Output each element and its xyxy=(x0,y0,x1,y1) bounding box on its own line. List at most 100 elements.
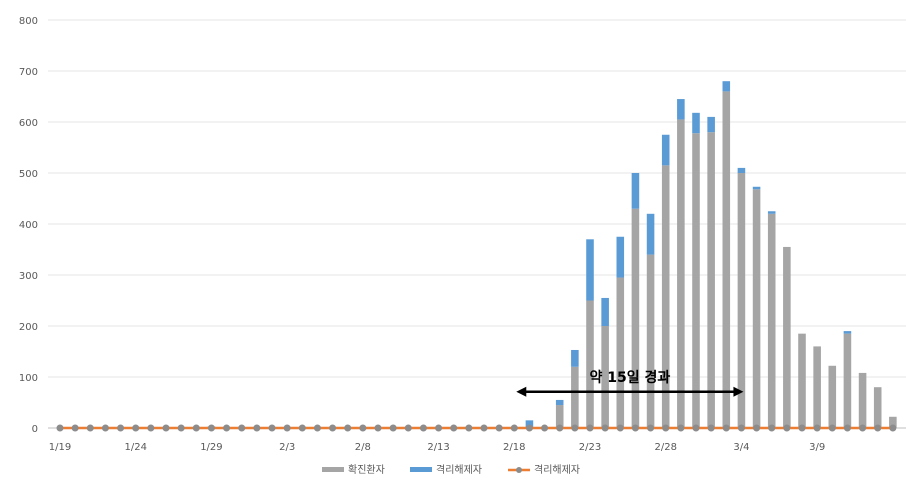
annotation-arrow-left xyxy=(516,386,527,397)
bar-confirmed xyxy=(873,387,882,428)
bar-confirmed xyxy=(798,333,806,428)
line-marker xyxy=(298,424,306,432)
bar-confirmed xyxy=(555,405,564,428)
bar-confirmed xyxy=(661,165,670,428)
line-marker xyxy=(101,424,109,432)
line-marker xyxy=(601,424,609,432)
line-marker xyxy=(56,424,64,432)
y-tick-label: 700 xyxy=(19,67,38,78)
x-tick-label: 1/24 xyxy=(124,442,146,453)
bar-confirmed xyxy=(858,372,867,428)
annotation-arrow-right xyxy=(733,386,744,397)
bar-confirmed xyxy=(707,132,715,428)
bar-released xyxy=(525,420,534,428)
legend-label: 격리해제자 xyxy=(436,463,482,476)
legend: 확진환자 격리해제자 격리해제자 xyxy=(322,463,580,476)
line-marker xyxy=(435,424,443,432)
bar-confirmed xyxy=(646,254,655,428)
bar-confirmed xyxy=(737,173,746,428)
line-marker xyxy=(207,424,215,432)
line-marker xyxy=(677,424,685,432)
line-marker xyxy=(238,424,246,432)
annotation-text: 약 15일 경과 xyxy=(589,369,670,386)
x-tick-label: 1/19 xyxy=(49,442,71,453)
line-marker xyxy=(329,424,337,432)
line-marker xyxy=(162,424,170,432)
line-marker xyxy=(843,424,851,432)
x-tick-label: 3/4 xyxy=(733,442,749,453)
legend-label: 확진환자 xyxy=(348,464,385,476)
legend-marker xyxy=(516,467,522,473)
x-tick-label: 2/13 xyxy=(427,442,449,453)
line-marker xyxy=(556,424,564,432)
line-marker xyxy=(510,424,518,432)
bar-confirmed xyxy=(571,366,579,428)
legend-swatch xyxy=(410,467,432,472)
y-tick-label: 400 xyxy=(19,220,38,231)
line-marker xyxy=(692,424,700,432)
line-marker xyxy=(283,424,291,432)
bar-confirmed xyxy=(601,326,609,428)
legend-swatch xyxy=(322,467,344,472)
bar-released xyxy=(555,399,564,406)
line-marker xyxy=(662,424,670,432)
line-marker xyxy=(495,424,503,432)
line-marker xyxy=(71,424,79,432)
line-marker xyxy=(798,424,806,432)
line-marker xyxy=(177,424,185,432)
y-tick-label: 300 xyxy=(19,271,38,282)
bar-released xyxy=(601,297,609,326)
line-marker xyxy=(874,424,882,432)
line-marker xyxy=(147,424,155,432)
bar-released xyxy=(843,331,852,334)
line-series xyxy=(56,424,897,432)
bar-confirmed xyxy=(677,119,685,428)
line-marker xyxy=(586,424,594,432)
line-marker xyxy=(268,424,276,432)
legend-label: 격리해제자 xyxy=(534,463,580,476)
line-marker xyxy=(313,424,321,432)
bar-released xyxy=(646,213,655,255)
line-marker xyxy=(374,424,382,432)
gridlines xyxy=(48,19,906,429)
line-marker xyxy=(859,424,867,432)
bar-confirmed xyxy=(692,133,700,428)
y-axis-ticks: 0 100 200 300 400 500 600 700 800 xyxy=(19,16,38,435)
line-marker xyxy=(616,424,624,432)
bar-confirmed xyxy=(631,208,640,428)
x-tick-label: 3/9 xyxy=(809,442,825,453)
line-marker xyxy=(192,424,200,432)
y-tick-label: 0 xyxy=(32,424,38,435)
annotation: 약 15일 경과 xyxy=(516,369,744,397)
bar-released xyxy=(661,134,670,166)
bar-released xyxy=(707,116,715,133)
line-marker xyxy=(132,424,140,432)
x-tick-label: 2/3 xyxy=(279,442,295,453)
y-tick-label: 600 xyxy=(19,118,38,129)
line-marker xyxy=(480,424,488,432)
line-marker xyxy=(737,424,745,432)
line-marker xyxy=(86,424,94,432)
bar-released xyxy=(767,211,776,214)
bar-released xyxy=(677,99,685,120)
bar-released xyxy=(631,173,640,209)
bar-released xyxy=(752,186,761,190)
line-marker xyxy=(525,424,533,432)
line-marker xyxy=(450,424,458,432)
bar-confirmed xyxy=(586,300,594,428)
line-marker xyxy=(753,424,761,432)
bars xyxy=(56,81,897,429)
y-tick-label: 200 xyxy=(19,322,38,333)
y-tick-label: 100 xyxy=(19,373,38,384)
bar-confirmed xyxy=(752,189,761,428)
line-marker xyxy=(783,424,791,432)
bar-confirmed xyxy=(722,91,731,429)
line-marker xyxy=(768,424,776,432)
line-marker xyxy=(344,424,352,432)
line-marker xyxy=(631,424,639,432)
bar-confirmed xyxy=(767,213,776,428)
x-axis-ticks: 1/19 1/24 1/29 2/3 2/8 2/13 2/18 2/23 2/28 3/4 3/9 xyxy=(49,442,825,453)
line-marker xyxy=(571,424,579,432)
x-tick-label: 2/18 xyxy=(503,442,525,453)
